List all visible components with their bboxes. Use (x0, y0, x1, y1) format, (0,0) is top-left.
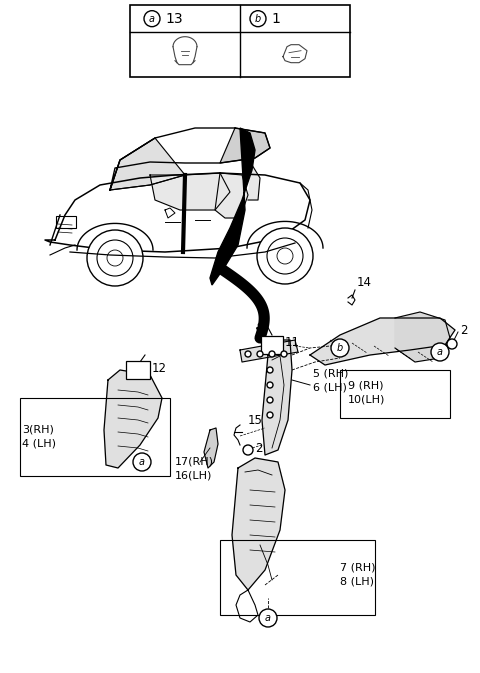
Circle shape (431, 343, 449, 361)
Text: 13: 13 (165, 11, 182, 26)
Circle shape (447, 339, 457, 349)
Circle shape (133, 453, 151, 471)
Circle shape (245, 351, 251, 357)
Polygon shape (232, 458, 285, 590)
Bar (130, 5, 350, 77)
Circle shape (87, 230, 143, 286)
Circle shape (267, 367, 273, 373)
Polygon shape (248, 165, 260, 200)
Text: 2: 2 (460, 324, 468, 336)
Text: b: b (337, 343, 343, 353)
Text: 1: 1 (271, 11, 280, 26)
Text: 12: 12 (152, 361, 167, 374)
Polygon shape (110, 138, 185, 190)
Polygon shape (150, 173, 230, 210)
Circle shape (269, 351, 275, 357)
Polygon shape (104, 370, 162, 468)
Text: 15: 15 (248, 413, 263, 427)
Bar (261, 336, 283, 354)
Circle shape (331, 339, 349, 357)
Text: 3(RH)
4 (LH): 3(RH) 4 (LH) (22, 424, 56, 448)
Bar (20, 398, 170, 476)
Polygon shape (310, 318, 455, 365)
Bar (220, 540, 375, 615)
Text: 5 (RH)
6 (LH): 5 (RH) 6 (LH) (313, 368, 348, 392)
Polygon shape (204, 428, 218, 468)
Text: a: a (265, 613, 271, 623)
Polygon shape (215, 173, 248, 218)
Text: 14: 14 (357, 275, 372, 289)
Circle shape (281, 351, 287, 357)
Circle shape (243, 445, 253, 455)
Text: 11: 11 (285, 336, 300, 349)
Circle shape (144, 11, 160, 27)
Circle shape (257, 351, 263, 357)
Text: a: a (149, 13, 155, 24)
Text: a: a (139, 457, 145, 467)
Circle shape (267, 382, 273, 388)
Polygon shape (210, 128, 255, 285)
Polygon shape (240, 340, 298, 362)
Text: 7 (RH)
8 (LH): 7 (RH) 8 (LH) (340, 563, 375, 587)
Text: a: a (437, 347, 443, 357)
Bar (56, 216, 76, 228)
Text: 9 (RH)
10(LH): 9 (RH) 10(LH) (348, 381, 385, 405)
Circle shape (267, 397, 273, 403)
Polygon shape (262, 340, 292, 455)
Circle shape (257, 228, 313, 284)
Polygon shape (395, 312, 450, 362)
Text: b: b (255, 13, 261, 24)
Circle shape (259, 609, 277, 627)
Text: 17(RH)
16(LH): 17(RH) 16(LH) (175, 456, 214, 480)
Text: 2: 2 (255, 441, 263, 454)
Polygon shape (220, 128, 270, 163)
Circle shape (250, 11, 266, 27)
Bar (126, 361, 150, 379)
Circle shape (267, 412, 273, 418)
Bar (340, 370, 450, 418)
